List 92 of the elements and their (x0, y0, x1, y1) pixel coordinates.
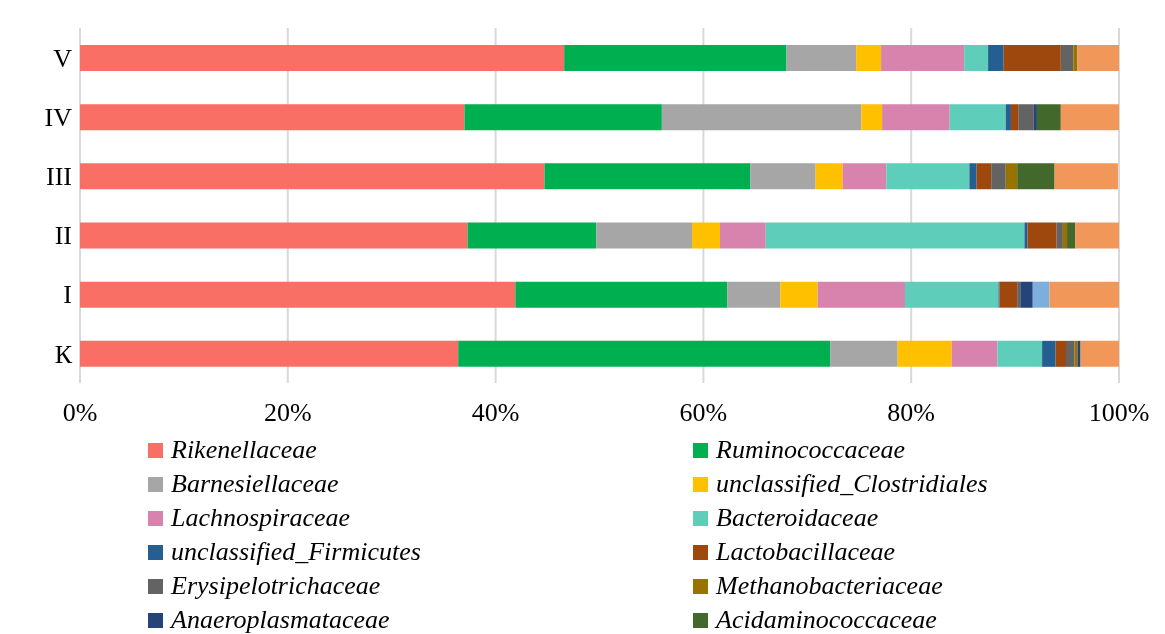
bar (1055, 340, 1067, 367)
bar (1032, 281, 1050, 308)
legend-label: Barnesiellaceae (171, 468, 339, 500)
bar (1042, 340, 1056, 367)
bar (904, 281, 999, 308)
bar (1073, 45, 1078, 71)
bar (80, 222, 468, 249)
bar (80, 45, 565, 71)
bar (1060, 104, 1119, 131)
legend-label: Rikenellaceae (171, 434, 317, 466)
bar (881, 45, 965, 71)
bar (80, 340, 459, 367)
legend-label: Lachnospiraceae (171, 502, 351, 534)
bar (1005, 104, 1011, 131)
legend-label: Acidaminococcaceae (716, 604, 937, 634)
bar (856, 45, 882, 71)
bar (1067, 222, 1076, 249)
bar (1075, 222, 1119, 249)
bar (1017, 281, 1021, 308)
bar (830, 340, 898, 367)
bar (1027, 222, 1057, 249)
bar (1010, 104, 1019, 131)
x-tick-label: 60% (679, 398, 728, 428)
bar (1066, 340, 1075, 367)
bar (564, 45, 787, 71)
x-tick-label: 40% (471, 398, 520, 428)
y-tick-label: II (54, 221, 72, 251)
bar (720, 222, 766, 249)
legend-label: unclassified_Clostridiales (716, 468, 988, 500)
y-tick-label: V (53, 43, 73, 73)
bar (997, 340, 1043, 367)
y-tick-label: III (46, 162, 72, 192)
bar (1020, 281, 1033, 308)
bar (727, 281, 781, 308)
bar (949, 104, 1006, 131)
bar (1054, 163, 1118, 190)
bar (976, 163, 992, 190)
bar (991, 163, 1006, 190)
bar (691, 222, 721, 249)
bar (969, 163, 977, 190)
legend-label: Erysipelotrichaceae (171, 570, 381, 602)
x-tick-label: 20% (263, 398, 312, 428)
x-tick-label: 0% (62, 398, 98, 428)
legend-label: unclassified_Firmicutes (171, 536, 421, 568)
bar (1024, 222, 1028, 249)
bar (897, 340, 952, 367)
bar (596, 222, 692, 249)
bar (467, 222, 597, 249)
legend-label: Lactobacillaceae (716, 536, 896, 568)
bar (886, 163, 970, 190)
bar (780, 281, 818, 308)
bar (988, 45, 1004, 71)
bar (464, 104, 662, 131)
bar (815, 163, 843, 190)
bar (80, 163, 545, 190)
bar (964, 45, 989, 71)
legend-label: Bacteroidaceae (716, 502, 879, 534)
y-tick-label: К (54, 339, 73, 369)
bar (951, 340, 998, 367)
legend-label: Anaeroplasmataceae (171, 604, 390, 634)
y-tick-label: I (63, 280, 72, 310)
bar (750, 163, 816, 190)
bar (1060, 45, 1074, 71)
bar (786, 45, 857, 71)
bar (861, 104, 883, 131)
bar (515, 281, 728, 308)
bar (1003, 45, 1061, 71)
x-tick-label: 80% (887, 398, 936, 428)
bar (1036, 104, 1061, 131)
bar (1018, 104, 1034, 131)
bar (842, 163, 887, 190)
bar (1033, 104, 1037, 131)
bar (1056, 222, 1063, 249)
legend-label: Methanobacteriaceae (716, 570, 943, 602)
bar (1080, 340, 1119, 367)
bar (999, 281, 1018, 308)
legend-label: Ruminococcaceae (716, 434, 906, 466)
x-tick-label: 100% (1088, 398, 1150, 428)
bar (1049, 281, 1119, 308)
bar (1077, 45, 1119, 71)
bar (817, 281, 905, 308)
bar (80, 104, 465, 131)
y-tick-label: IV (44, 102, 73, 132)
bar (458, 340, 831, 367)
bar (1005, 163, 1018, 190)
bar (1017, 163, 1055, 190)
bar (661, 104, 862, 131)
bar (80, 281, 516, 308)
bar (765, 222, 1025, 249)
bar (882, 104, 950, 131)
bar (544, 163, 751, 190)
bar (1062, 222, 1068, 249)
